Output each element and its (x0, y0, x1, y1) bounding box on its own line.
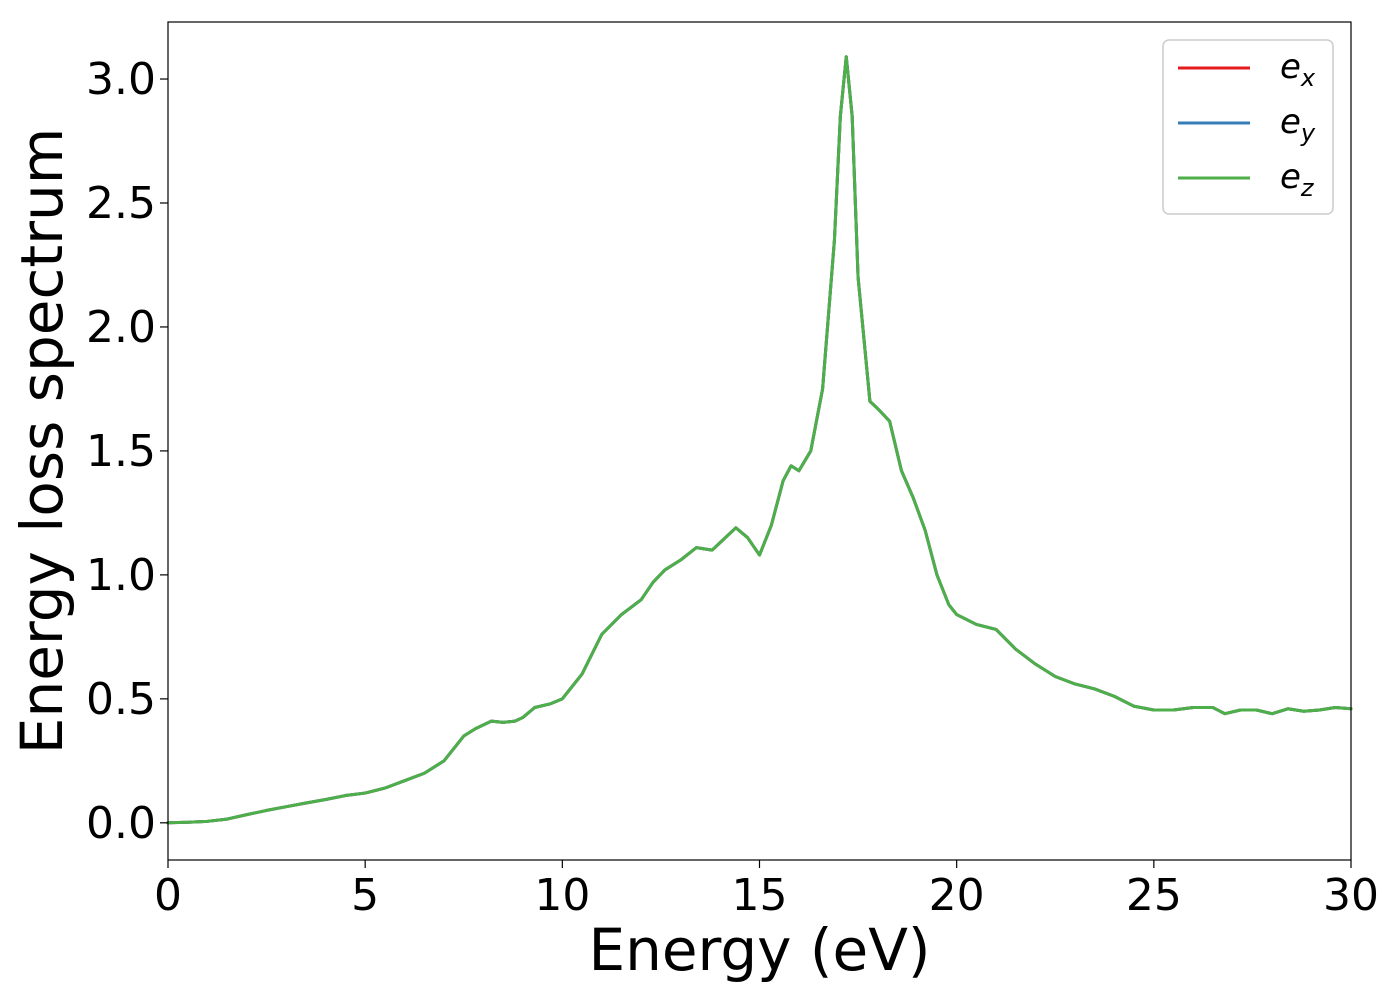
y-tick-label: 1.0 (86, 550, 156, 601)
series-line-z (166, 55, 1353, 825)
x-tick-label: 0 (154, 870, 182, 921)
x-tick-label: 10 (534, 870, 590, 921)
y-tick-label: 2.5 (86, 178, 156, 229)
x-tick-label: 5 (351, 870, 379, 921)
y-tick-label: 0.5 (86, 674, 156, 725)
y-axis-label: Energy loss spectrum (8, 128, 76, 754)
legend-label-x: ex (1280, 47, 1316, 92)
plot-background (168, 22, 1351, 860)
legend-label-z: ez (1280, 157, 1315, 202)
legend-label-y: ey (1280, 102, 1316, 147)
x-tick-label: 15 (732, 870, 788, 921)
y-tick-label: 2.0 (86, 302, 156, 353)
x-tick-label: 30 (1323, 870, 1379, 921)
x-tick-label: 25 (1126, 870, 1182, 921)
y-tick-label: 0.0 (86, 798, 156, 849)
legend-frame (1162, 39, 1334, 215)
x-axis: 0 5 10 15 20 25 30 (154, 860, 1379, 921)
legend: ex ey ez (1162, 39, 1334, 215)
series-layer (166, 55, 1353, 825)
y-axis: 0.0 0.5 1.0 1.5 2.0 2.5 3.0 (86, 54, 168, 849)
y-tick-label: 3.0 (86, 54, 156, 105)
y-tick-label: 1.5 (86, 426, 156, 477)
x-axis-label: Energy (eV) (588, 916, 930, 984)
x-tick-label: 20 (929, 870, 985, 921)
